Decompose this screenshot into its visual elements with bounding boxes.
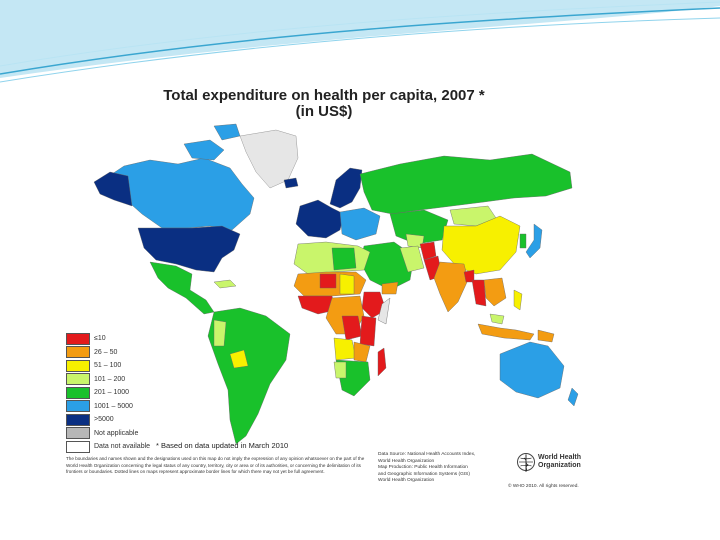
source-line: World Health Organization (378, 478, 435, 484)
region-east-africa (359, 315, 377, 347)
legend-swatch (66, 332, 90, 345)
region-bolivia (229, 349, 249, 369)
header-swoosh-fill (0, 0, 720, 78)
legend-label: Data not available (94, 443, 151, 451)
who-name: World Health Organization (538, 454, 582, 469)
legend-swatch (66, 386, 90, 399)
legend-swatch (66, 440, 90, 453)
legend-swatch (66, 413, 90, 426)
legend-item: 51 – 100 (66, 359, 162, 373)
legend-label: 26 – 50 (94, 348, 118, 356)
legend-item: Not applicable (66, 427, 162, 441)
region-southeast-asia (483, 277, 507, 307)
region-andes (213, 319, 227, 347)
region-namibia (333, 361, 347, 379)
region-chad (339, 273, 355, 295)
map-legend: ≤10 26 – 50 51 – 100 101 – 200 201 – 1000 100… (66, 332, 162, 454)
region-madagascar (377, 347, 387, 377)
legend-item: 101 – 200 (66, 373, 162, 387)
region-malaysia (489, 313, 505, 325)
map-title-unit: (in US$) (295, 103, 353, 120)
region-japan (525, 223, 543, 259)
region-philippines (513, 289, 523, 311)
region-india (433, 261, 469, 313)
region-iran (399, 245, 425, 273)
region-indonesia (477, 323, 535, 341)
source-line: and Geographic Information Systems (GIS) (378, 471, 470, 477)
region-central-asia (389, 209, 449, 245)
source-line: Map Production: Public Health Informatio… (378, 465, 468, 471)
footnote: * Based on data updated in March 2010 (156, 441, 289, 450)
region-arctic-islands (183, 123, 241, 161)
region-canada (105, 157, 255, 231)
region-western-europe (295, 199, 345, 239)
header-swoosh-line (0, 7, 720, 75)
legend-swatch (66, 373, 90, 386)
region-australia (499, 341, 565, 399)
world-map[interactable] (64, 84, 584, 498)
region-angola (333, 337, 357, 361)
region-russia (359, 153, 573, 215)
region-yemen (381, 281, 399, 295)
legend-label: 1001 – 5000 (94, 402, 133, 410)
data-source: Data Source: National Health Accounts In… (378, 452, 498, 485)
legend-swatch (66, 400, 90, 413)
legend-item: >5000 (66, 413, 162, 427)
source-line: Data Source: National Health Accounts In… (378, 452, 476, 457)
region-south-america (207, 307, 291, 445)
legend-item: 201 – 1000 (66, 386, 162, 400)
region-new-zealand (567, 387, 579, 407)
header-swoosh-line (0, 17, 720, 83)
region-eastern-europe (339, 207, 381, 241)
region-scandinavia (329, 167, 363, 209)
who-emblem-icon (517, 453, 535, 472)
region-korea (519, 233, 527, 249)
legend-swatch (66, 427, 90, 440)
legend-item: Data not available (66, 440, 162, 454)
legend-label: 101 – 200 (94, 375, 126, 383)
legend-swatch (66, 359, 90, 372)
legend-item: 26 – 50 (66, 346, 162, 360)
disclaimer-text: The boundaries and names shown and the d… (66, 456, 365, 475)
region-alaska (93, 171, 133, 207)
map-title: Total expenditure on health per capita, … (64, 88, 584, 120)
legend-item: 1001 – 5000 (66, 400, 162, 414)
header-swoosh-line (0, 1, 720, 67)
legend-swatch (66, 346, 90, 359)
map-title-main: Total expenditure on health per capita, … (163, 87, 485, 104)
region-niger (319, 273, 337, 289)
region-libya (331, 247, 357, 271)
region-usa (137, 225, 241, 273)
legend-label: Not applicable (94, 429, 139, 437)
legend-label: ≤10 (94, 335, 106, 343)
legend-label: >5000 (94, 416, 114, 424)
legend-label: 51 – 100 (94, 362, 122, 370)
copyright: © WHO 2010. All rights reserved. (508, 484, 579, 489)
slide-header-decoration (0, 0, 720, 83)
region-myanmar (471, 279, 487, 307)
region-china (441, 215, 521, 275)
region-iceland (283, 177, 299, 189)
who-logo: World Health Organization (516, 452, 582, 482)
region-caribbean (213, 279, 237, 289)
region-west-africa (297, 295, 337, 315)
region-somalia (377, 297, 391, 325)
region-afghanistan (419, 241, 437, 261)
region-png (537, 329, 555, 343)
legend-label: 201 – 1000 (94, 389, 130, 397)
map-panel: Total expenditure on health per capita, … (64, 84, 584, 498)
region-north-africa (293, 241, 371, 275)
legend-item: ≤10 (66, 332, 162, 346)
source-line: World Health Organization (378, 458, 435, 464)
